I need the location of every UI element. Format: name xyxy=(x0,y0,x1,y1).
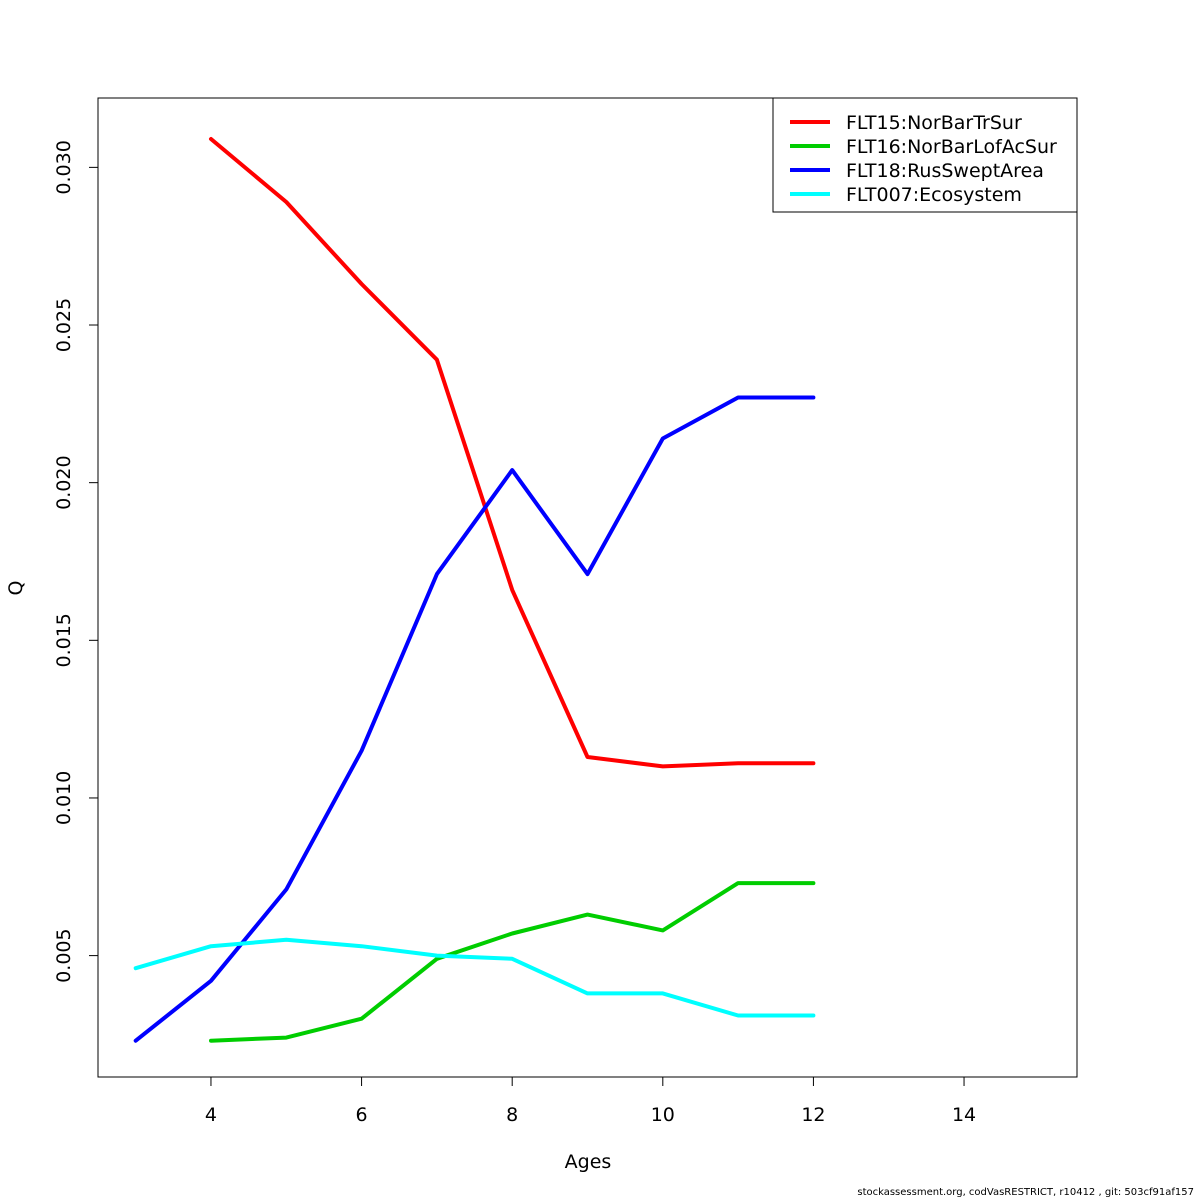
x-tick-label: 12 xyxy=(801,1104,825,1126)
y-tick-label: 0.020 xyxy=(53,455,75,509)
y-axis: 0.005 0.010 0.015 0.020 0.025 0.030 xyxy=(53,140,99,983)
x-tick-label: 14 xyxy=(952,1104,976,1126)
x-tick-label: 4 xyxy=(205,1104,217,1126)
y-axis-label: Q xyxy=(5,581,27,596)
legend-label: FLT18:RusSweptArea xyxy=(846,160,1044,182)
series-line xyxy=(209,137,816,769)
x-tick-label: 8 xyxy=(506,1104,518,1126)
series-line xyxy=(209,881,816,1043)
series-line xyxy=(133,937,816,1018)
plot-frame xyxy=(97,97,1078,1078)
x-axis-label: Ages xyxy=(565,1151,612,1173)
x-axis: 4 6 8 10 12 14 xyxy=(205,1076,976,1126)
y-tick-label: 0.025 xyxy=(53,298,75,352)
legend-label: FLT15:NorBarTrSur xyxy=(846,112,1022,134)
legend: FLT15:NorBarTrSurFLT16:NorBarLofAcSurFLT… xyxy=(772,97,1078,213)
x-tick-label: 10 xyxy=(651,1104,675,1126)
y-tick-label: 0.010 xyxy=(53,771,75,825)
footer-caption: stockassessment.org, codVasRESTRICT, r10… xyxy=(857,1187,1194,1198)
y-tick-label: 0.015 xyxy=(53,613,75,667)
legend-label: FLT007:Ecosystem xyxy=(846,184,1022,206)
series-line xyxy=(133,395,816,1043)
y-tick-label: 0.005 xyxy=(53,928,75,982)
x-tick-label: 6 xyxy=(356,1104,368,1126)
series-layer xyxy=(133,137,816,1043)
legend-label: FLT16:NorBarLofAcSur xyxy=(846,136,1057,158)
y-tick-label: 0.030 xyxy=(53,140,75,194)
